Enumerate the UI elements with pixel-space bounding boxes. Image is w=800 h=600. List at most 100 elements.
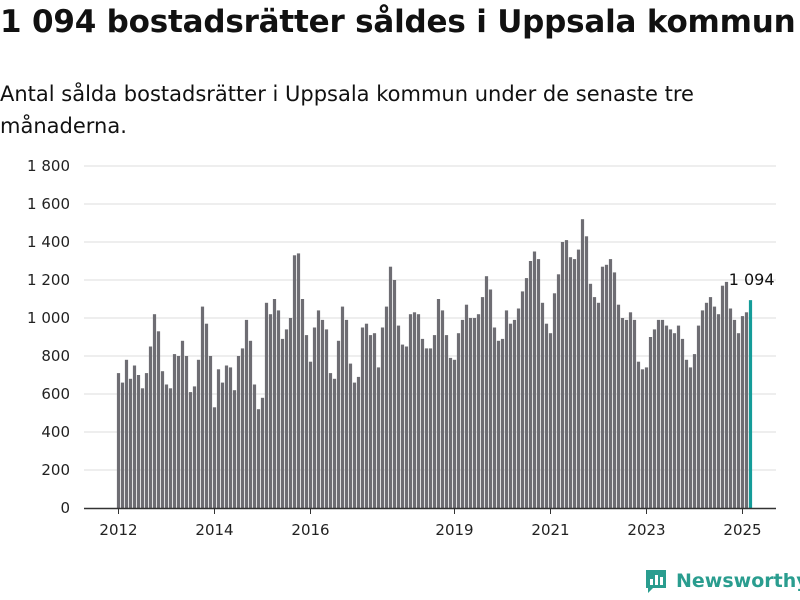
bar bbox=[548, 333, 553, 508]
bar bbox=[164, 384, 169, 508]
bar bbox=[116, 373, 121, 508]
bar bbox=[124, 359, 129, 508]
bar bbox=[312, 327, 317, 508]
bar bbox=[300, 299, 305, 508]
bar bbox=[356, 376, 361, 508]
bar bbox=[212, 407, 217, 508]
bar bbox=[708, 297, 713, 508]
bar bbox=[364, 323, 369, 508]
bar bbox=[252, 384, 257, 508]
bar bbox=[184, 356, 189, 508]
bar bbox=[624, 319, 629, 508]
y-tick-label: 800 bbox=[41, 347, 70, 365]
bar bbox=[380, 327, 385, 508]
bar bbox=[168, 388, 173, 508]
bar bbox=[140, 388, 145, 508]
bar bbox=[388, 266, 393, 508]
bar bbox=[460, 319, 465, 508]
x-tick-label: 2014 bbox=[195, 521, 233, 539]
chart-subtitle: Antal sålda bostadsrätter i Uppsala komm… bbox=[0, 82, 694, 138]
y-tick-label: 1 000 bbox=[27, 309, 70, 327]
bar bbox=[332, 378, 337, 508]
bar bbox=[464, 304, 469, 508]
bar bbox=[516, 308, 521, 508]
bar bbox=[652, 329, 657, 508]
bar bbox=[660, 319, 665, 508]
bar bbox=[432, 335, 437, 508]
newsworthy-logo-icon bbox=[646, 570, 666, 593]
bar bbox=[700, 310, 705, 508]
bar bbox=[712, 306, 717, 508]
bar bbox=[588, 283, 593, 508]
bar bbox=[344, 319, 349, 508]
bar bbox=[716, 314, 721, 508]
x-axis-tick-labels: 2012 2014 2016 2019 2021 2023 2025 bbox=[99, 508, 762, 539]
bar bbox=[472, 318, 477, 508]
bar bbox=[152, 314, 157, 508]
bar bbox=[304, 335, 309, 508]
bar bbox=[688, 367, 693, 508]
bar bbox=[200, 306, 205, 508]
bar bbox=[668, 329, 673, 508]
bar bbox=[408, 314, 413, 508]
bar bbox=[320, 319, 325, 508]
bar bbox=[696, 325, 701, 508]
bar bbox=[328, 373, 333, 508]
y-tick-label: 1 400 bbox=[27, 233, 70, 251]
bar bbox=[340, 306, 345, 508]
bar bbox=[480, 297, 485, 508]
bar bbox=[352, 382, 357, 508]
bar bbox=[632, 319, 637, 508]
bar bbox=[428, 348, 433, 508]
bar bbox=[148, 346, 153, 508]
bar bbox=[172, 354, 177, 508]
bar bbox=[248, 340, 253, 508]
bar bbox=[416, 314, 421, 508]
bar bbox=[556, 274, 561, 508]
bar bbox=[604, 264, 609, 508]
bar bbox=[724, 281, 729, 508]
bar bbox=[596, 302, 601, 508]
y-tick-label: 1 600 bbox=[27, 195, 70, 213]
bar bbox=[560, 242, 565, 508]
bar bbox=[628, 312, 633, 508]
bar bbox=[216, 369, 221, 508]
bar bbox=[532, 251, 537, 508]
bar bbox=[436, 299, 441, 508]
bar bbox=[272, 299, 277, 508]
bar bbox=[292, 255, 297, 508]
bar bbox=[552, 293, 557, 508]
bar bbox=[572, 259, 577, 508]
bar bbox=[220, 382, 225, 508]
bar bbox=[640, 369, 645, 508]
bar bbox=[528, 261, 533, 508]
bar bbox=[608, 259, 613, 508]
bar bbox=[616, 304, 621, 508]
bars bbox=[116, 219, 753, 509]
bar bbox=[176, 356, 181, 508]
brand-name: Newsworthy bbox=[676, 570, 800, 592]
bar bbox=[636, 361, 641, 508]
bar bbox=[412, 312, 417, 508]
bar bbox=[492, 327, 497, 508]
chart-title: 1 094 bostadsrätter såldes i Uppsala kom… bbox=[0, 4, 796, 40]
bar bbox=[656, 319, 661, 508]
bar bbox=[288, 318, 293, 508]
bar-latest bbox=[748, 300, 753, 508]
y-tick-label: 400 bbox=[41, 423, 70, 441]
bar bbox=[484, 276, 489, 508]
y-axis-tick-labels: 0 200 400 600 800 1 000 1 200 1 400 1 600 1 800 bbox=[27, 157, 70, 517]
bar bbox=[260, 397, 265, 508]
bar bbox=[704, 302, 709, 508]
bar bbox=[476, 314, 481, 508]
x-tick-label: 2016 bbox=[291, 521, 329, 539]
bar bbox=[736, 333, 741, 508]
bar bbox=[456, 333, 461, 508]
bar bbox=[620, 318, 625, 508]
bar bbox=[236, 356, 241, 508]
bar bbox=[692, 354, 697, 508]
bar bbox=[392, 280, 397, 508]
bar bbox=[196, 359, 201, 508]
bar bbox=[512, 319, 517, 508]
bar bbox=[508, 323, 513, 508]
